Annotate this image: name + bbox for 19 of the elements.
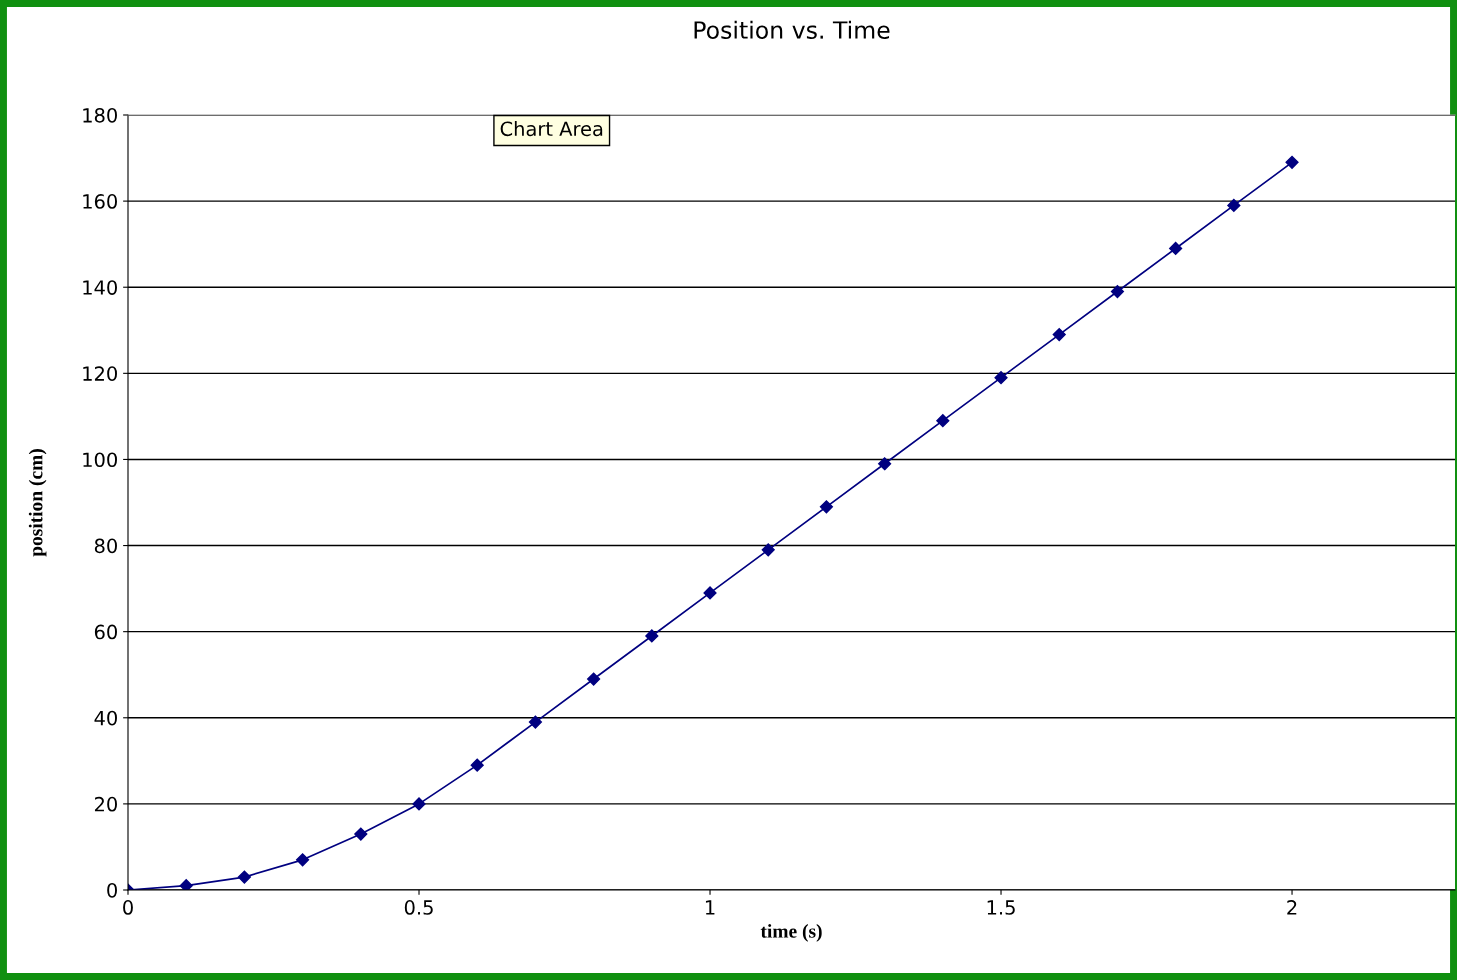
- y-tick-label: 40: [94, 710, 117, 726]
- x-tick-label: 0: [123, 900, 133, 915]
- x-tick-label: 2: [1287, 900, 1297, 915]
- y-axis-title: position (cm): [28, 449, 47, 557]
- y-tick-label: 120: [83, 366, 117, 381]
- y-tick-label: 160: [83, 194, 117, 209]
- y-tick-label: 20: [94, 796, 117, 812]
- y-tick-label: 0: [107, 882, 117, 898]
- y-tick-label: 140: [83, 280, 117, 295]
- annotation: Chart Area: [500, 121, 603, 137]
- x-tick-label: 0.5: [404, 900, 433, 915]
- x-tick-label: 1: [705, 900, 715, 915]
- y-tick-label: 100: [83, 452, 117, 468]
- x-tick-label: 1.5: [987, 900, 1015, 915]
- y-tick-label: 80: [94, 538, 117, 554]
- x-axis-title: time (s): [760, 924, 822, 942]
- y-tick-label: 60: [94, 624, 117, 640]
- y-tick-label: 180: [83, 107, 117, 123]
- chart-title: Position vs. Time: [694, 20, 890, 39]
